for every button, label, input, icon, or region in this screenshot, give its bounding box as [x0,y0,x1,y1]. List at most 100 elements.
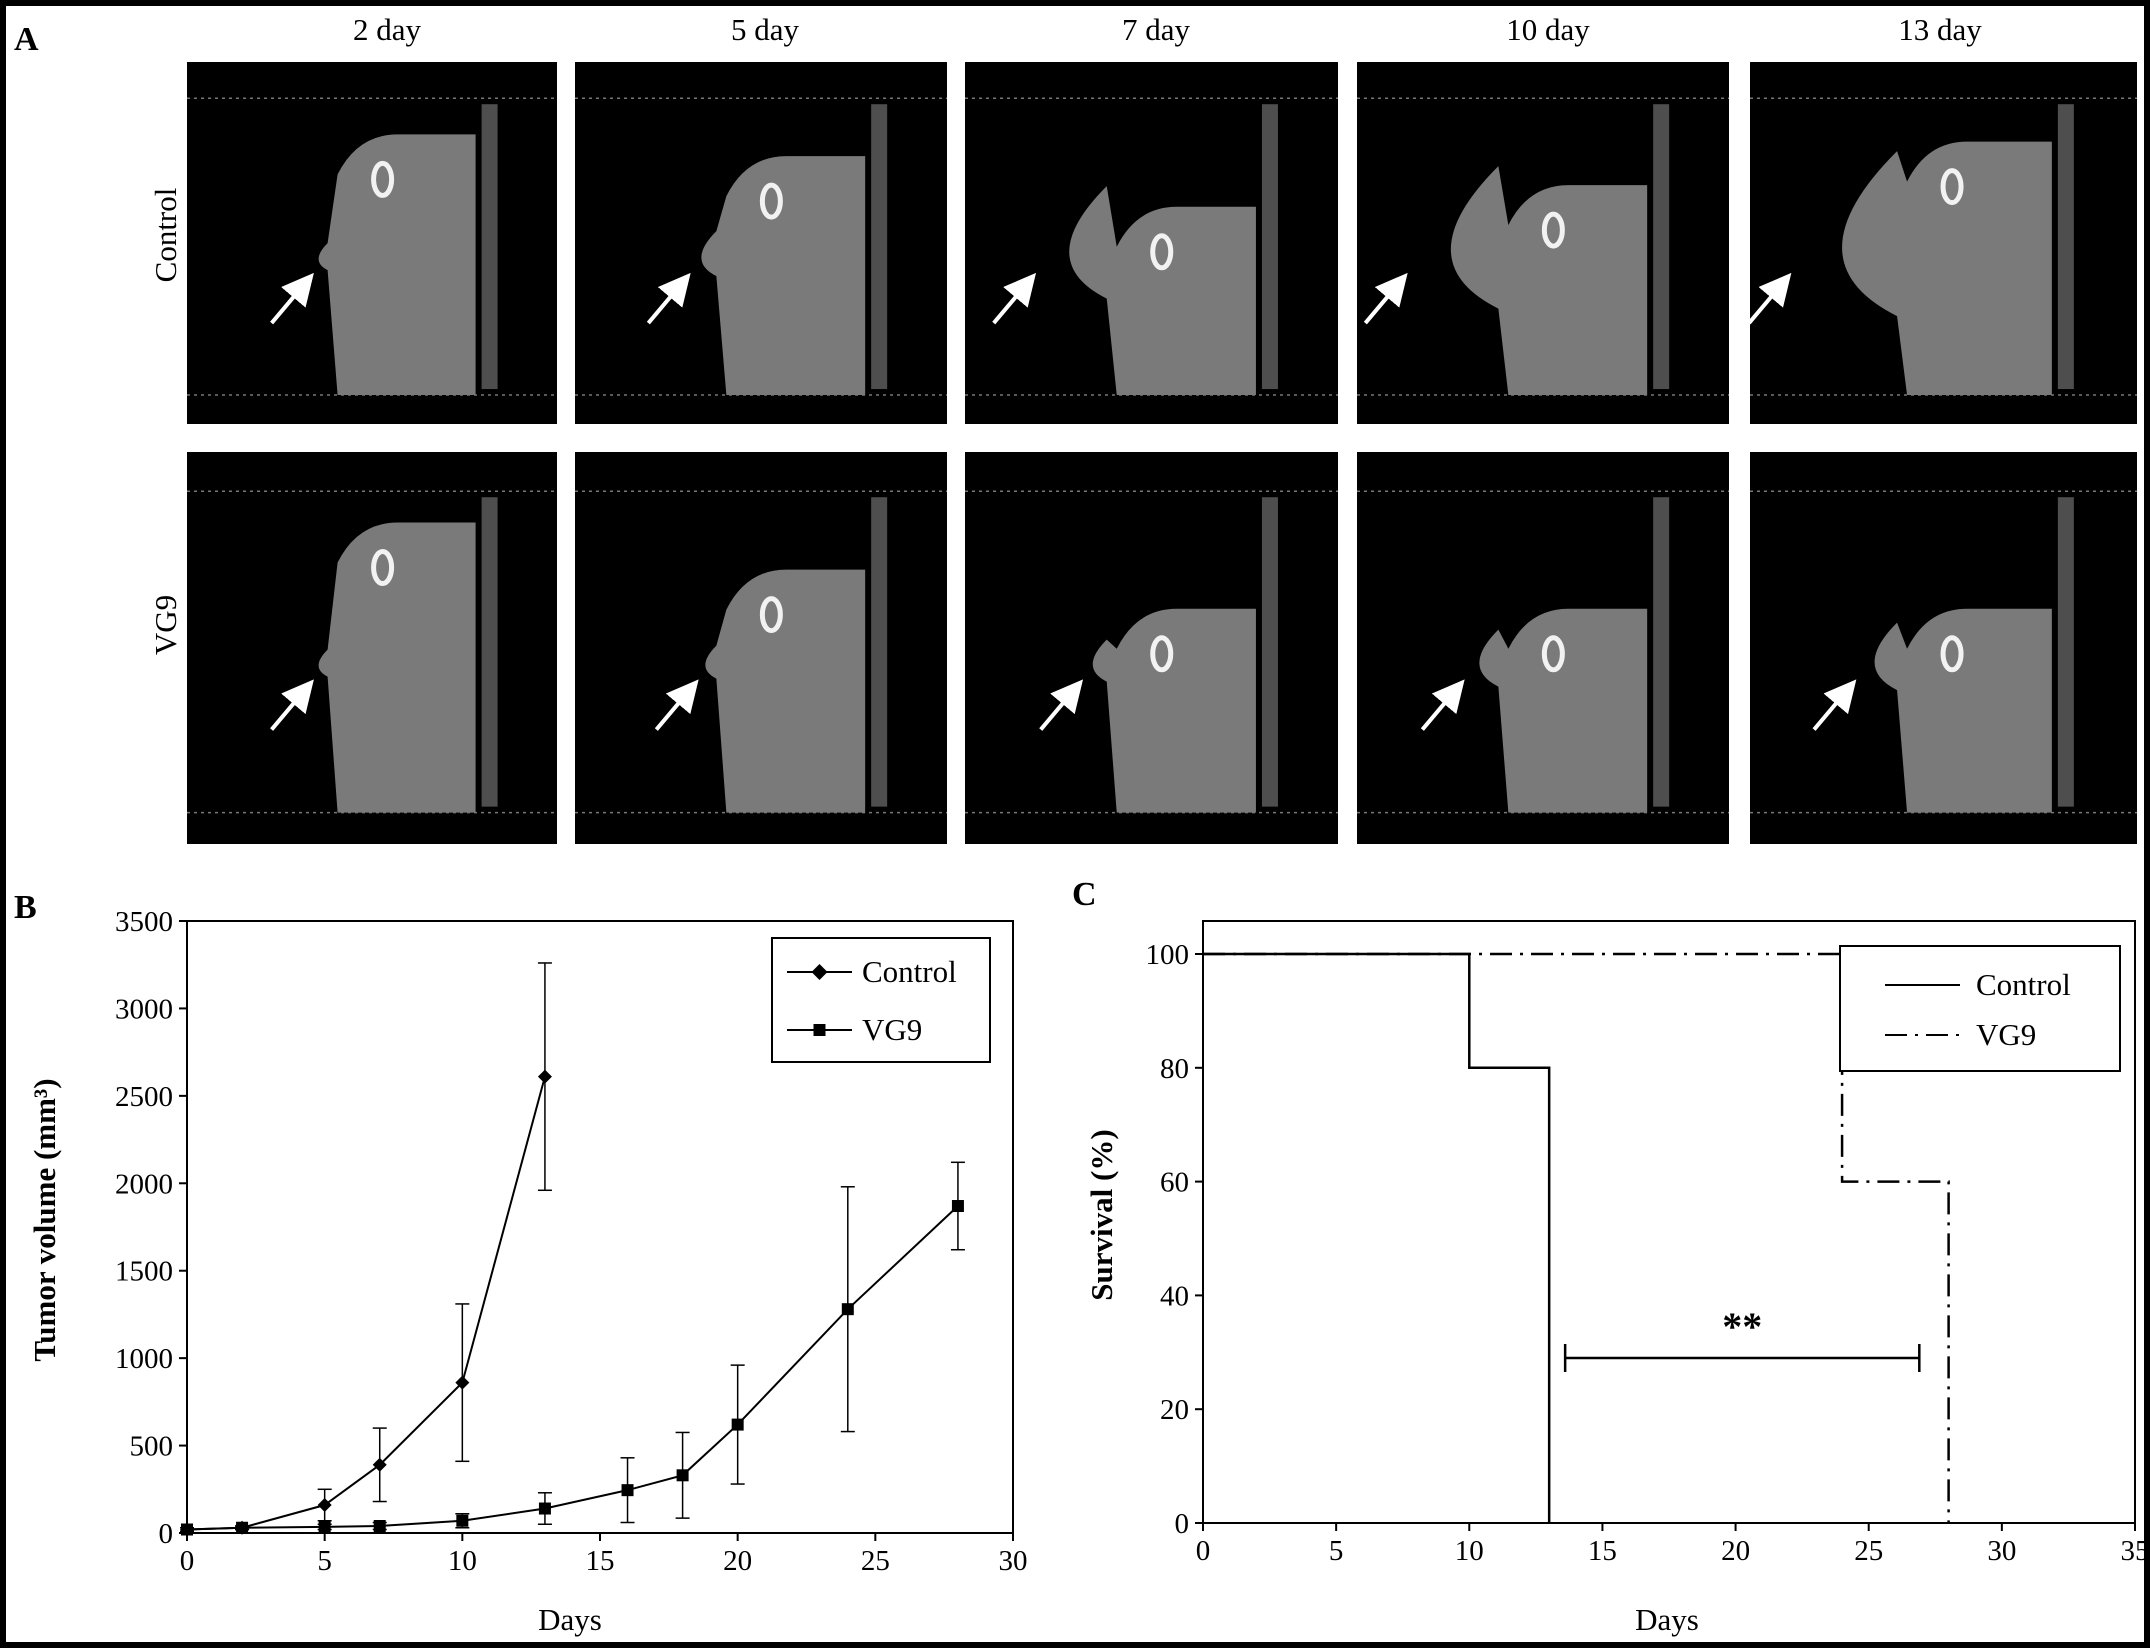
x-tick-label-c: 10 [1455,1535,1484,1567]
legend-label-control-b: Control [862,954,957,989]
ct-scan-control-day-7 [965,62,1338,424]
tissue [1479,608,1648,813]
column-label-day-5: 5 day [731,12,800,47]
scanner-bed [481,497,498,807]
panel-c-survival-chart: C 0 5 10 15 20 25 30 35 0 20 40 60 80 100 ** Days Sur… [1072,876,2150,1637]
legend-box-b [771,937,991,1063]
ct-scan-control-day-5 [575,62,947,424]
y-tick-label-b: 2500 [115,1081,173,1113]
bone-highlight [1541,211,1565,249]
legend-c: Control VG9 [1839,945,2121,1072]
bone-highlight [1940,168,1964,206]
y-tick-label-b: 0 [159,1518,174,1550]
y-tick-label-c: 100 [1146,939,1190,971]
x-tick-label-c: 5 [1329,1535,1344,1567]
bone-highlight [371,160,395,198]
y-tick-label-b: 1000 [115,1343,173,1375]
x-tick-label-c: 0 [1196,1535,1211,1567]
y-tick-label-c: 0 [1175,1508,1190,1540]
tissue [1842,141,2052,396]
point-control [537,1069,552,1084]
panel-a: A 2 day 5 day 7 day 10 day 13 day Contro… [14,12,2137,844]
tumor-arrow [1363,272,1408,325]
x-tick-label-b: 10 [448,1545,477,1577]
y-axis-label-c: Survival (%) [1084,1129,1119,1300]
scanner-bed [1261,104,1278,390]
y-tick-label-b: 1500 [115,1256,173,1288]
ct-scan-vg9-day-10 [1357,452,1729,844]
point-vg9 [181,1523,193,1536]
legend-b: Control VG9 [771,937,991,1063]
point-vg9 [951,1200,964,1213]
tumor-arrow [270,679,314,731]
panel-a-label: A [14,21,39,58]
column-label-day-2: 2 day [353,12,422,47]
y-tick-label-c: 80 [1160,1053,1189,1085]
y-tick-label-b: 3000 [115,993,173,1025]
tissue [701,156,866,396]
panel-b-tumor-volume-chart: B 0 5 10 15 20 25 30 0 500 1000 1500 2000 2500 3000 35… [14,889,1028,1637]
bone-highlight [1940,635,1964,673]
point-control [372,1457,387,1472]
x-tick-label-c: 35 [2121,1535,2150,1567]
x-tick-label-c: 15 [1588,1535,1617,1567]
tumor-arrow [654,679,699,731]
bone-highlight [759,182,783,220]
x-tick-label-b: 0 [180,1545,195,1577]
ct-scan-vg9-day-5 [575,452,947,844]
axis-ticks-b: 0 5 10 15 20 25 30 0 500 1000 1500 2000 2500 3000 3500 [115,906,1028,1577]
series-b [180,1069,964,1537]
tissue [705,569,866,813]
panel-b-label: B [14,889,37,926]
y-tick-label-c: 40 [1160,1280,1189,1312]
point-control [317,1498,332,1513]
survival-line-vg9 [1203,952,1950,1523]
panel-c-label: C [1072,876,1097,913]
ct-scan-control-day-2 [187,62,557,424]
tumor-arrow [1420,679,1465,731]
bone-highlight [759,596,783,634]
row-label-control: Control [148,188,183,283]
scanner-bed [2057,104,2074,390]
significance-label: ** [1722,1304,1762,1349]
legend-label-vg9-b: VG9 [862,1012,922,1047]
ct-scan-control-day-13 [1747,62,2137,424]
series-c [1203,952,1950,1523]
x-tick-label-c: 25 [1854,1535,1883,1567]
tumor-arrow [1747,272,1792,325]
tissue [1450,166,1648,396]
scanner-bed [2057,497,2074,807]
x-tick-label-b: 5 [317,1545,332,1577]
ct-scan-vg9-day-2 [187,452,557,844]
point-vg9 [676,1469,689,1482]
point-vg9 [373,1520,386,1533]
point-vg9 [318,1520,331,1533]
x-axis-label-b: Days [538,1602,602,1637]
tissue [1092,608,1256,813]
x-tick-label-b: 30 [999,1545,1028,1577]
tumor-arrow [1039,679,1084,731]
x-axis-label-c: Days [1635,1602,1699,1637]
point-vg9 [621,1484,634,1497]
y-tick-label-b: 2000 [115,1168,173,1200]
point-vg9 [841,1303,854,1316]
y-axis-label-b: Tumor volume (mm³) [27,1078,62,1361]
bone-highlight [1541,635,1565,673]
bone-highlight [1150,233,1174,271]
point-vg9 [236,1521,249,1534]
point-vg9 [731,1418,744,1431]
legend-marker-vg9 [813,1024,826,1036]
row-label-vg9: VG9 [148,595,183,655]
tissue [1874,608,2052,813]
tumor-arrow [646,272,691,325]
point-vg9 [456,1514,469,1527]
column-label-day-10: 10 day [1506,12,1590,47]
ct-scan-vg9-day-7 [965,452,1338,844]
tissue [318,134,476,396]
scanner-bed [481,104,498,390]
tumor-arrow [270,272,314,325]
x-tick-label-b: 15 [586,1545,615,1577]
x-tick-label-b: 25 [861,1545,890,1577]
